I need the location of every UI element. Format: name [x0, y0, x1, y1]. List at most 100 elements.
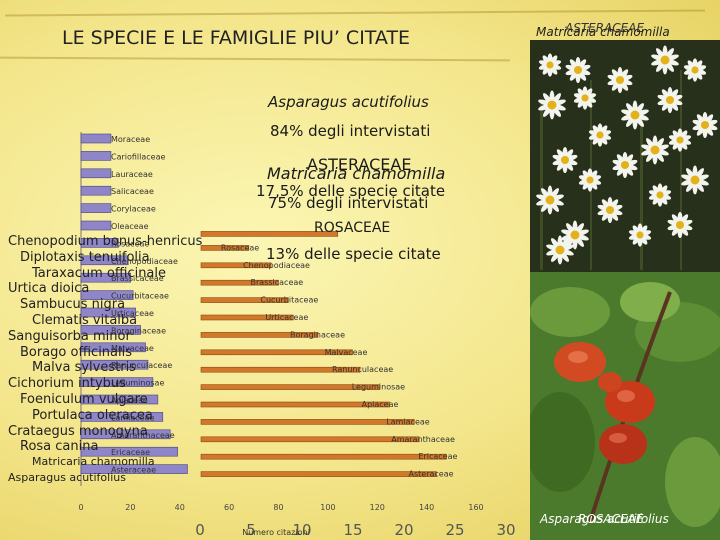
category-label-right-apiaceae: Apiaceae: [362, 400, 399, 409]
species-label: Diplotaxis tenuifolia: [20, 249, 150, 265]
species-label: Taraxacum officinale: [32, 265, 167, 281]
species-label: Borago officinalis: [20, 344, 133, 360]
category-label-right-lamiaceae: Lamiaceae: [386, 417, 430, 426]
bar-overlay-boraginaceae: [200, 332, 319, 338]
category-label-corylaceae: Corylaceae: [111, 205, 156, 214]
daisy-flower: [536, 185, 564, 215]
daisy-flower: [641, 135, 669, 165]
daisy-flower: [657, 86, 683, 114]
species-label: Urtica dioica: [8, 281, 90, 297]
daisy-flower: [578, 168, 602, 192]
daisy-flower: [612, 151, 638, 179]
daisy-flower: [668, 128, 692, 152]
asteraceae-percentage: 17,5% delle specie citate: [256, 182, 446, 200]
species-label: Chenopodium bonus-henricus: [8, 234, 203, 249]
x-tick-140: 140: [419, 503, 434, 512]
category-label-brassicaceae: Brassicaceae: [111, 274, 164, 283]
slide-title: LE SPECIE E LE FAMIGLIE PIU’ CITATE: [62, 27, 411, 49]
species-label: Crataegus monogyna: [8, 423, 148, 439]
category-label-ericaceae: Ericaceae: [111, 448, 150, 457]
daisy-flower: [621, 100, 649, 130]
bar-chart: Moraceae Cariofillaceae Lauraceae Salicacea…: [0, 120, 520, 540]
bar-overlay-chenopodiaceae: [200, 262, 272, 269]
bar-moraceae: [80, 133, 112, 144]
category-label-cariofillaceae: Cariofillaceae: [111, 152, 166, 161]
category-label-right-brassicaceae: Brassicaceae: [251, 278, 304, 287]
daisy-flower: [546, 235, 574, 265]
x-tick-20: 20: [125, 503, 135, 512]
x-axis-label: Numero citazioni: [242, 528, 310, 537]
x-tick-big-15: 15: [343, 521, 362, 539]
photo-bottom-caption-species: Asparagus acutifolius: [540, 512, 669, 526]
rosaceae-label: ROSACEAE: [314, 220, 391, 236]
category-label-right-leguminosae: Leguminosae: [352, 383, 405, 392]
x-tick-120: 120: [370, 503, 385, 512]
category-label-apiaceae: Apiaceae: [111, 396, 148, 405]
x-tick-0: 0: [78, 503, 83, 512]
photo-top-caption-species: Matricaria chamomilla: [536, 25, 670, 39]
bar-overlay-brassicaceae: [200, 279, 279, 286]
x-tick-40: 40: [175, 503, 185, 512]
x-tick-60: 60: [224, 503, 234, 512]
category-label-ranunculaceae: Ranunculaceae: [111, 361, 172, 370]
matricaria-percentage: 75% degli intervistati: [268, 194, 429, 212]
daisy-flower: [597, 196, 623, 224]
bar-overlay-malvaceae: [200, 349, 353, 356]
species-label: Cichorium intybus: [8, 376, 126, 392]
matricaria-name: Matricaria chamomilla: [267, 164, 446, 183]
bar-overlay-ranunculaceae: [200, 366, 361, 373]
x-tick-big-5: 5: [246, 521, 256, 539]
bar-overlay-rosaceae: [200, 245, 250, 251]
daisy-flower: [607, 66, 633, 94]
species-label: Sambucus nigra: [20, 297, 126, 313]
category-label-right-rosaceae: Rosaceae: [221, 243, 259, 252]
species-label: Rosa canina: [20, 439, 99, 455]
category-label-right-malvaceae: Malvaceae: [325, 348, 368, 357]
bar-asteraceae: [80, 464, 188, 474]
species-label: Clematis vitalba: [32, 313, 138, 328]
x-tick-big-30: 30: [496, 521, 515, 539]
category-label-moraceae: Moraceae: [111, 135, 150, 144]
bar-overlay-apiaceae: [200, 401, 390, 408]
daisy-flower: [538, 90, 566, 120]
bar-overlay-urticaceae: [200, 314, 294, 321]
x-tick-big-25: 25: [445, 521, 464, 539]
photo-top-caption-family: ASTERACEAE: [565, 21, 645, 35]
photo-bottom-caption-family: ROSACEAE: [578, 512, 644, 526]
bar-overlay-amaranthaceae: [200, 436, 420, 443]
x-tick-big-10: 10: [292, 521, 311, 539]
asparagus-name: Asparagus acutifolius: [268, 93, 429, 111]
x-tick-big-0: 0: [195, 521, 205, 539]
bar-apiaceae: [80, 394, 159, 405]
daisy-flower: [692, 111, 718, 139]
bar-cariofillaceae: [80, 151, 112, 161]
category-label-leguminosae: Leguminosae: [111, 379, 164, 388]
species-label: Malva sylvestris: [32, 360, 136, 376]
bar-brassicaceae: [80, 272, 131, 283]
chamomile-image: [530, 40, 720, 272]
category-label-asteraceae: Asteraceae: [111, 466, 156, 475]
bar-overlay-leguminosae: [200, 384, 381, 390]
category-label-boraginaceae: Boraginaceae: [111, 326, 166, 335]
bar-corylaceae: [80, 203, 112, 213]
bar-amaranthaceae: [80, 429, 171, 440]
bar-overlay-ericaceae: [200, 453, 447, 460]
x-tick-big-20: 20: [394, 521, 413, 539]
bar-chenopodiaceae: [80, 255, 129, 266]
category-label-right-boraginaceae: Boraginaceae: [290, 330, 345, 339]
species-label: Matricaria chamomilla: [32, 455, 155, 469]
category-label-amaranthaceae: Amaranthaceae: [111, 431, 175, 440]
bar-rosaceae: [80, 238, 119, 248]
daisy-flower: [538, 53, 562, 77]
bar-overlay-asteraceae: [200, 471, 437, 477]
category-label-malvaceae: Malvaceae: [111, 344, 154, 353]
x-tick-160: 160: [468, 503, 483, 512]
category-label-chenopodiaceae: Chenopodiaceae: [111, 257, 178, 266]
species-label: Asparagus acutifolius: [8, 471, 126, 484]
daisy-flower: [667, 211, 693, 239]
chamomile-photo: [530, 40, 720, 272]
category-label-salicaceae: Salicaceae: [111, 187, 154, 196]
category-label-lauraceae: Lauraceae: [111, 170, 153, 179]
bar-boraginaceae: [80, 325, 141, 335]
category-label-right-ranunculaceae: Ranunculaceae: [332, 365, 393, 374]
